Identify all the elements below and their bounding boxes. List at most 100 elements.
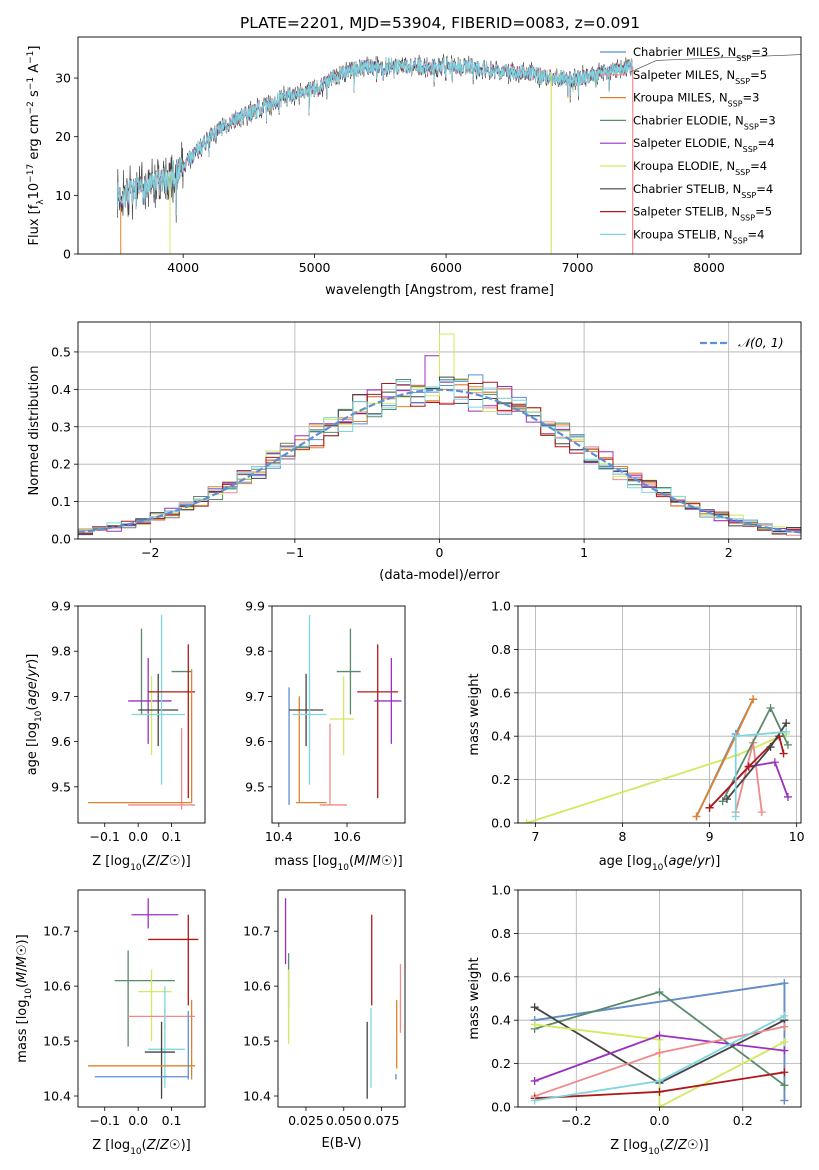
errorbar-kroupa_miles	[295, 696, 327, 804]
label-part: 10	[338, 863, 350, 873]
x-tick-label: 7	[531, 829, 539, 844]
y-tick-label: 10.4	[43, 1089, 71, 1104]
x-tick-label: −1	[286, 545, 304, 560]
legend-subscript: SSP	[743, 145, 758, 154]
y-tick-label: 10.5	[243, 1034, 271, 1049]
label-part: Z☉	[159, 1138, 181, 1153]
label-part: )]	[699, 1138, 709, 1153]
x-tick-label: 8	[619, 829, 627, 844]
series-line-salpeter_stelib	[708, 734, 785, 809]
y-tick-label: 0.6	[491, 969, 511, 984]
y-tick-label: 10.6	[43, 979, 71, 994]
mass-weight-vs-metallicity-panel: −0.2 0.0 0.2 0.0 0.2 0.4 0.6 0.8 1.0 Z [log10(Z/Z…	[467, 883, 802, 1157]
x-tick-label: −0.1	[90, 829, 120, 844]
series-point-kroupa_stelib	[780, 1011, 789, 1020]
y-tick-label: 0.2	[51, 457, 71, 472]
errorbar-kroupa_elodie	[329, 676, 354, 756]
label-part: 10	[130, 1147, 142, 1157]
errorbar-salpeter_stelib	[357, 644, 399, 799]
series-point-salpeter_elodie	[780, 1046, 789, 1055]
errorbar-chabrier_elodie	[114, 950, 175, 1047]
x-tick-label: 10	[789, 829, 805, 844]
x-tick-label: 0.1	[162, 829, 182, 844]
x-tick-label: 0.050	[326, 1113, 362, 1128]
legend-entry: Salpeter ELODIE, NSSP=4	[633, 136, 775, 154]
y-tick-label: 9.9	[245, 599, 265, 614]
series-point-salpeter_stelib	[780, 1068, 789, 1077]
label-part: Z	[664, 1138, 675, 1153]
label-part: M	[15, 972, 30, 983]
series-point-chabrier_miles	[780, 979, 789, 988]
y-tick-label: 0.8	[491, 926, 511, 941]
errorbar-kroupa_stelib	[131, 615, 185, 785]
label-part: M☉	[370, 854, 393, 869]
series-point-salpeter_miles	[757, 808, 766, 817]
y-tick-label: 0.0	[491, 816, 511, 831]
series-point-salpeter_elodie	[770, 758, 779, 767]
x-tick-label: 6000	[430, 260, 462, 275]
x-axis-label: wavelength [Angstrom, rest frame]	[325, 283, 554, 298]
axes-frame	[277, 889, 406, 1108]
label-part: −2	[26, 101, 36, 114]
mass-vs-metallicity-panel: −0.1 0.0 0.110.410.510.610.7Z [log10(Z/Z☉)…	[15, 889, 206, 1157]
label-part: /	[674, 1138, 679, 1153]
label-part: erg cm	[27, 114, 42, 163]
series-point-salpeter_elodie	[530, 1076, 539, 1085]
errorbar-chabrier_miles	[94, 1010, 189, 1080]
y-tick-label: 9.7	[51, 689, 71, 704]
axes-frame	[517, 605, 802, 824]
label-part: 10	[27, 183, 42, 200]
y-axis-label: mass [log10(M/M☉)]	[15, 934, 34, 1062]
y-tick-label: 10.7	[243, 924, 271, 939]
y-axis-label: Normed distribution	[27, 366, 42, 496]
x-tick-label: 0.1	[162, 1113, 182, 1128]
errorbar-chabrier_elodie	[140, 628, 192, 715]
errorbar-salpeter_elodie	[131, 898, 179, 929]
y-tick-label: 10.4	[243, 1089, 271, 1104]
x-tick-label: −0.2	[561, 1113, 591, 1128]
legend-text: Salpeter STELIB, N	[633, 205, 740, 219]
label-part: s	[27, 90, 42, 101]
x-tick-label: 0.025	[288, 1113, 324, 1128]
legend-subscript: SSP	[744, 122, 759, 131]
label-part: ]	[27, 46, 42, 51]
series-point-salpeter_stelib	[655, 1087, 664, 1096]
legend-entry: Chabrier STELIB, NSSP=4	[633, 182, 773, 200]
series-point-chabrier_stelib	[722, 795, 731, 804]
y-tick-label: 9.5	[245, 779, 265, 794]
label-part: M	[354, 854, 365, 869]
label-part: M☉	[15, 944, 30, 967]
label-part: )]	[25, 654, 40, 664]
y-tick-label: 0.4	[491, 729, 511, 744]
errorbar-kroupa_miles	[88, 999, 195, 1080]
series-line-kroupa_elodie	[534, 1023, 785, 1107]
y-tick-label: 9.9	[51, 599, 71, 614]
y-tick-label: 9.8	[51, 644, 71, 659]
legend-value: =4	[750, 159, 767, 173]
label-part: /	[156, 1138, 161, 1153]
errorbar-chabrier_stelib	[144, 1021, 175, 1099]
label-part: Z [log	[92, 1138, 130, 1153]
label-part: age [log	[599, 854, 652, 869]
mass-vs-ebv-panel: 0.025 0.050 0.075 10.4 10.5 10.6 10.7 E(B-V)	[243, 889, 406, 1151]
series-point-salpeter_miles	[655, 1048, 664, 1057]
label-part: yr	[25, 662, 40, 678]
legend-entry: Kroupa MILES, NSSP=3	[633, 91, 759, 109]
series-point-chabrier_stelib	[766, 743, 775, 752]
label-part: (	[142, 1138, 147, 1153]
y-tick-label: 9.8	[245, 644, 265, 659]
legend-entry: Chabrier ELODIE, NSSP=3	[633, 113, 776, 130]
y-tick-label: 0.2	[491, 772, 511, 787]
label-part: −17	[26, 164, 36, 183]
errorbar-salpeter_elodie	[128, 657, 172, 744]
y-tick-label: 30	[55, 71, 71, 86]
label-part: )]	[393, 854, 403, 869]
legend-value: =3	[743, 91, 760, 105]
x-tick-label: 4000	[167, 260, 199, 275]
legend-entry: Kroupa STELIB, NSSP=4	[633, 227, 764, 245]
y-tick-label: 0.2	[491, 1056, 511, 1071]
x-tick-label: 7000	[562, 260, 594, 275]
series-point-kroupa_elodie	[655, 1103, 664, 1107]
